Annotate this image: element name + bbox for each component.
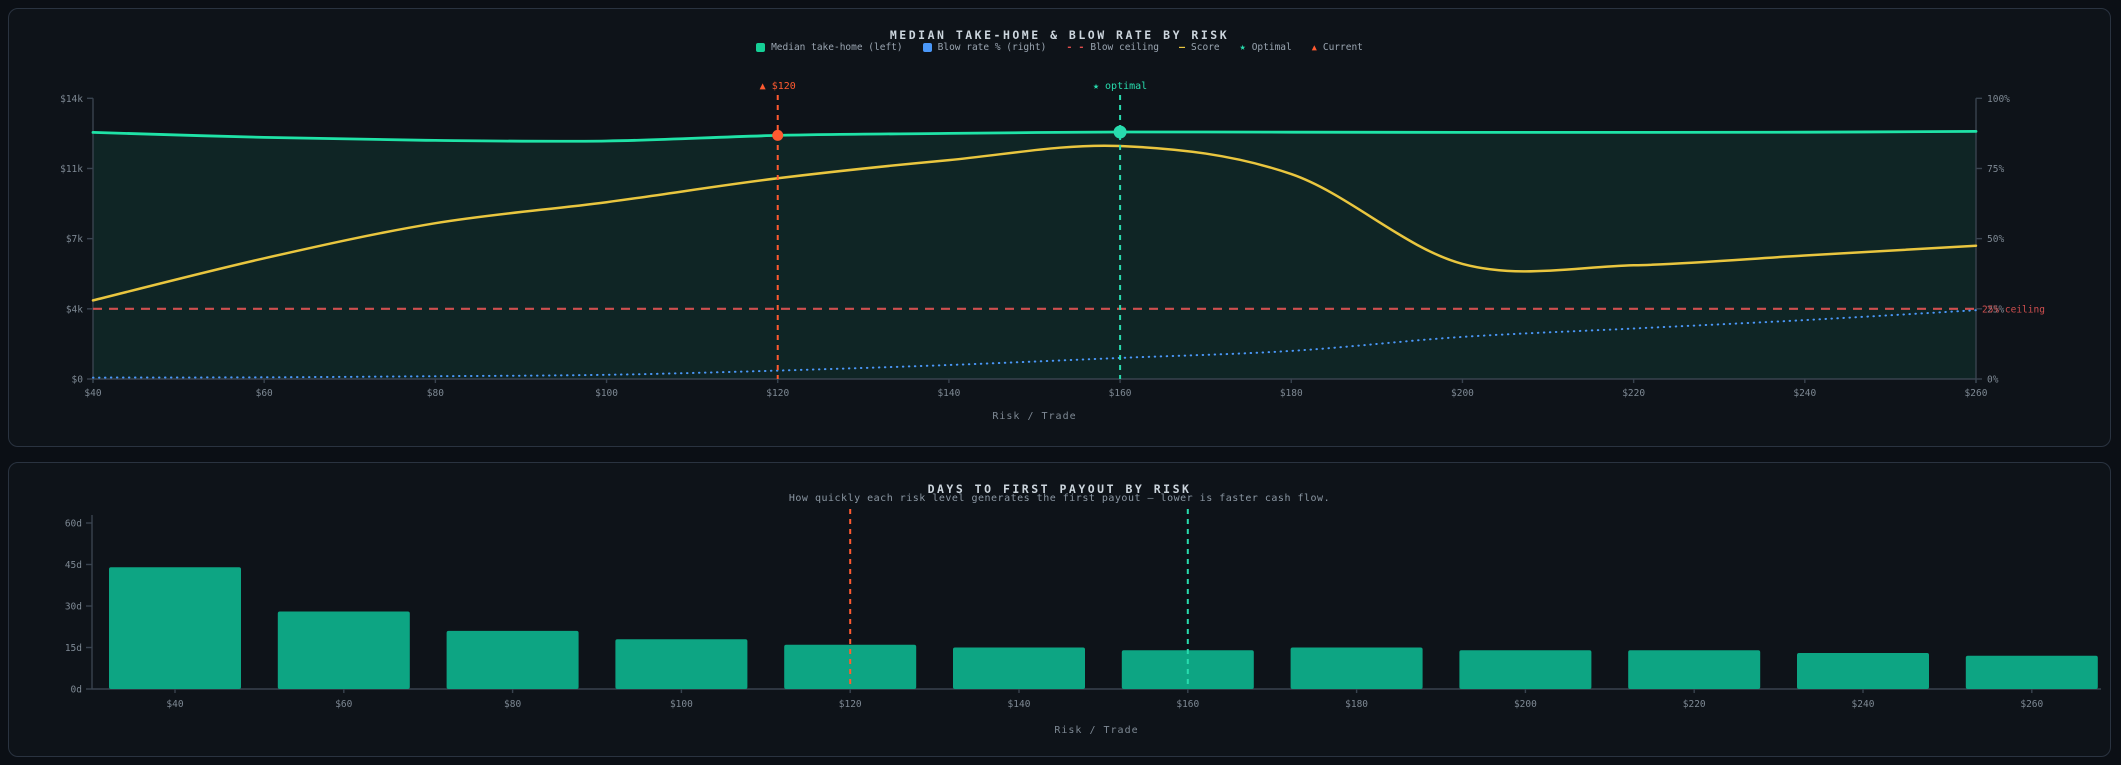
legend-item-score[interactable]: — Score (1179, 42, 1220, 53)
triangle-legend-icon: ▲ (1311, 42, 1317, 53)
payout-bar-180[interactable] (1290, 647, 1423, 690)
legend-item-optimal[interactable]: ★ Optimal (1240, 42, 1292, 53)
x-axis-tick-label: $200 (1451, 388, 1474, 399)
legend-item-label: Current (1322, 42, 1363, 53)
x-axis-tick-label: $260 (1965, 388, 1988, 399)
left-axis-tick-label: $11k (60, 164, 83, 175)
payout-bar-140[interactable] (953, 647, 1085, 690)
right-axis-tick-label: 25% (1987, 304, 2004, 315)
score-line (91, 144, 1978, 302)
x-axis-tick-label: $200 (1514, 699, 1537, 710)
x-axis-tick-label: $60 (256, 388, 273, 399)
x-axis-tick-label: $180 (1280, 388, 1303, 399)
takehome-blowrate-chart: $0 $4k $7k $11k $14k 0% 25% 50% 75% 100% $40 $60 $80… (60, 81, 2045, 399)
y-axis-tick-label: 30d (65, 602, 82, 613)
x-axis-tick-label: $160 (1176, 699, 1199, 710)
right-axis-tick-label: 75% (1987, 164, 2004, 175)
payout-bar-100[interactable] (615, 639, 748, 689)
x-axis-tick-label: $120 (766, 388, 789, 399)
chart2-subtitle: How quickly each risk level generates th… (788, 493, 1331, 504)
x-axis-tick-label: $80 (427, 388, 444, 399)
x-axis-tick-label: $100 (670, 699, 693, 710)
payout-bar-200[interactable] (1459, 650, 1592, 689)
x-axis-tick-label: $80 (504, 699, 521, 710)
x-axis-tick-label: $100 (595, 388, 618, 399)
chart1-title: MEDIAN TAKE-HOME & BLOW RATE BY RISK (889, 27, 1230, 42)
square-legend-icon (756, 43, 766, 52)
square-legend-icon (922, 43, 932, 52)
payout-bar-260[interactable] (1965, 655, 2098, 689)
left-axis-tick-label: $4k (66, 304, 83, 315)
chart1-axes (92, 98, 1977, 383)
x-axis-tick-label: $140 (937, 388, 960, 399)
legend-item-label: Score (1191, 42, 1220, 53)
left-axis-tick-label: $14k (60, 94, 83, 105)
takehome-blowrate-panel: $0 $4k $7k $11k $14k 0% 25% 50% 75% 100% $40 $60 $80… (8, 8, 2111, 447)
median-area-fill (93, 131, 1976, 379)
payout-bar-60[interactable] (277, 611, 410, 689)
right-axis-tick-label: 0% (1987, 375, 1999, 386)
x-axis-tick-label: $140 (1008, 699, 1031, 710)
x-axis-tick-label: $120 (839, 699, 862, 710)
chart2-title: DAYS TO FIRST PAYOUT BY RISK (927, 481, 1192, 496)
left-axis-tick-label: $7k (66, 234, 83, 245)
right-axis-tick-label: 50% (1987, 234, 2004, 245)
chart2-axes (91, 515, 2101, 690)
x-axis-tick-label: $220 (1683, 699, 1706, 710)
x-axis-tick-label: $260 (2020, 699, 2043, 710)
median-take-home-line (91, 130, 1978, 143)
x-axis-tick-label: $60 (335, 699, 352, 710)
legend-item-blow-rate-right[interactable]: Blow rate % (right) (922, 42, 1047, 53)
payout-bar-40[interactable] (109, 567, 241, 689)
x-axis-tick-label: $240 (1793, 388, 1816, 399)
line-legend-icon: — (1179, 42, 1186, 53)
blow-rate-line (92, 309, 1977, 379)
current-marker-dot[interactable] (772, 129, 784, 141)
days-to-payout-panel: 0d 15d 30d 45d 60d $40 $60 $80 $100 $120 $140 $160 $… (8, 462, 2111, 757)
legend-item-label: Blow rate % (right) (937, 42, 1047, 53)
legend-item-label: Optimal (1251, 42, 1292, 53)
x-axis-tick-label: $160 (1109, 388, 1132, 399)
legend-item-current[interactable]: ▲ Current (1312, 42, 1363, 53)
payout-bar-120[interactable] (784, 644, 917, 689)
chart1-legend: Median take-home (left) Blow rate % (righ… (9, 42, 2110, 53)
legend-item-blow-ceiling[interactable]: - - Blow ceiling (1066, 42, 1159, 53)
dashes-legend-icon: - - (1066, 42, 1085, 53)
x-axis-tick-label: $180 (1345, 699, 1368, 710)
blow-ceiling-label: 25% ceiling (1982, 304, 2045, 315)
legend-item-median-take-home-left[interactable]: Median take-home (left) (756, 42, 903, 53)
star-legend-icon: ★ (1239, 42, 1246, 53)
y-axis-tick-label: 45d (65, 560, 82, 571)
optimal-marker-label: ★ optimal (1093, 81, 1147, 92)
y-axis-tick-label: 15d (65, 643, 82, 654)
right-axis-tick-label: 100% (1987, 94, 2010, 105)
current-marker-label: ▲ $120 (760, 81, 796, 92)
days-to-payout-chart: 0d 15d 30d 45d 60d $40 $60 $80 $100 $120 $140 $160 $… (65, 509, 2101, 710)
payout-bar-240[interactable] (1797, 653, 1929, 689)
payout-bar-220[interactable] (1628, 650, 1761, 689)
payout-bar-80[interactable] (446, 630, 579, 689)
y-axis-tick-label: 60d (65, 519, 82, 530)
optimal-marker-dot[interactable] (1113, 125, 1127, 139)
x-axis-tick-label: $40 (84, 388, 101, 399)
legend-item-label: Median take-home (left) (771, 42, 903, 53)
x-axis-tick-label: $220 (1622, 388, 1645, 399)
x-axis-tick-label: $40 (166, 699, 183, 710)
chart2-x-axis-title: Risk / Trade (1054, 725, 1139, 736)
y-axis-tick-label: 0d (71, 685, 82, 696)
left-axis-tick-label: $0 (72, 375, 84, 386)
legend-item-label: Blow ceiling (1090, 42, 1160, 53)
chart1-x-axis-title: Risk / Trade (992, 411, 1077, 422)
x-axis-tick-label: $240 (1852, 699, 1875, 710)
